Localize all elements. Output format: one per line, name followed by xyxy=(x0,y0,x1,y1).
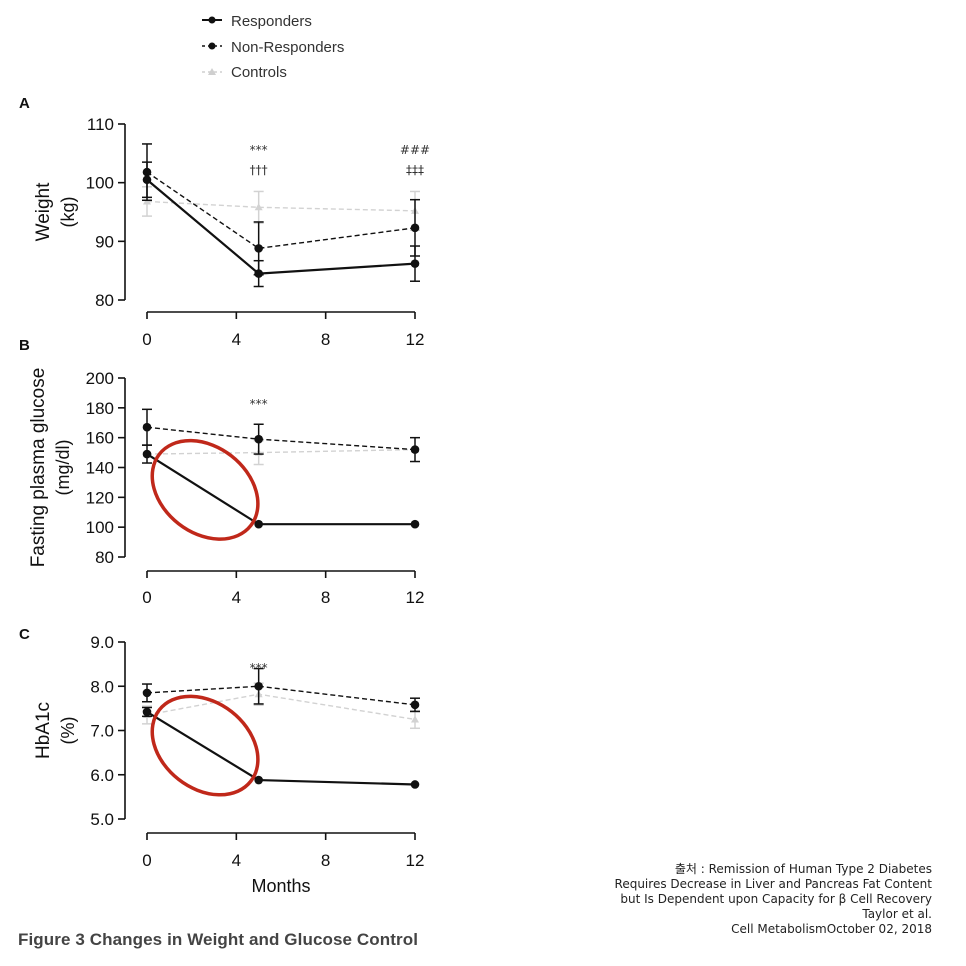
source-citation: 출처 : Remission of Human Type 2 Diabetes … xyxy=(615,862,932,937)
data-point-non-responders xyxy=(142,688,152,698)
highlight-ellipse xyxy=(150,438,260,541)
y-tick-label: 6.0 xyxy=(90,766,114,785)
y-tick-label: 140 xyxy=(86,459,114,478)
x-tick-label: 8 xyxy=(321,851,330,870)
y-tick-label: 80 xyxy=(95,548,114,567)
source-line: Requires Decrease in Liver and Pancreas … xyxy=(614,877,932,891)
series-line-non-responders xyxy=(146,685,416,706)
data-point-responders xyxy=(410,519,420,529)
x-tick-label: 12 xyxy=(406,330,425,349)
y-axis-title: Weight xyxy=(33,182,54,242)
data-point-non-responders xyxy=(254,681,263,691)
data-point-non-responders xyxy=(254,434,263,444)
x-tick-label: 4 xyxy=(232,588,241,607)
data-point-responders xyxy=(142,707,152,717)
x-tick-label: 4 xyxy=(232,851,241,870)
data-point-controls xyxy=(254,203,263,211)
x-tick-label: 12 xyxy=(406,851,425,870)
source-line: Taylor et al. xyxy=(862,907,932,921)
source-line: Cell MetabolismOctober 02, 2018 xyxy=(731,922,932,936)
legend-item-responders: Responders xyxy=(202,13,312,30)
panel-letter-b: B xyxy=(19,337,30,354)
x-tick-label: 0 xyxy=(142,330,151,349)
series-line-non-responders xyxy=(146,171,416,250)
significance-marker: ††† xyxy=(250,163,268,177)
significance-marker: *** xyxy=(250,661,268,675)
series-line-responders xyxy=(146,710,416,786)
x-tick-label: 8 xyxy=(321,588,330,607)
legend-label-responders: Responders xyxy=(231,13,312,30)
y-axis-unit: (kg) xyxy=(58,197,78,228)
y-axis-title: HbA1c xyxy=(33,702,54,759)
data-point-non-responders xyxy=(142,422,152,432)
data-point-non-responders xyxy=(410,223,420,233)
source-line: 출처 : Remission of Human Type 2 Diabetes xyxy=(674,862,932,876)
y-tick-label: 5.0 xyxy=(90,810,114,829)
y-tick-label: 9.0 xyxy=(90,633,114,652)
y-tick-label: 160 xyxy=(86,429,114,448)
x-tick-label: 12 xyxy=(406,588,425,607)
legend-item-non-responders: Non-Responders xyxy=(202,39,344,56)
series-line-controls xyxy=(146,200,416,212)
y-tick-label: 100 xyxy=(86,174,114,193)
source-line: but Is Dependent upon Capacity for β Cel… xyxy=(620,892,932,906)
y-tick-label: 120 xyxy=(86,488,114,507)
data-point-responders xyxy=(254,519,263,529)
y-tick-label: 80 xyxy=(95,291,114,310)
y-tick-label: 8.0 xyxy=(90,677,114,696)
panel-b-fasting-glucose: 80 100 120 140 160 180 200 0 4 8 12 Fasting plasma … xyxy=(28,368,424,607)
data-point-responders xyxy=(410,259,420,268)
series-line-non-responders xyxy=(146,426,416,451)
significance-marker: *** xyxy=(250,397,268,411)
data-point-non-responders xyxy=(410,445,420,454)
panel-letter-c: C xyxy=(19,626,30,643)
y-axis-unit: (%) xyxy=(58,717,78,745)
data-point-responders xyxy=(410,780,420,789)
data-point-controls xyxy=(411,715,419,723)
series-line-controls xyxy=(146,448,416,455)
data-point-responders xyxy=(142,449,152,459)
x-tick-label: 0 xyxy=(142,588,151,607)
significance-marker: ### xyxy=(400,143,430,157)
panel-letter-a: A xyxy=(19,95,30,112)
legend-label-controls: Controls xyxy=(231,64,287,81)
series-line-responders xyxy=(146,178,416,275)
panel-c-hba1c: 5.0 6.0 7.0 8.0 9.0 0 4 8 12 HbA1c (%) *** xyxy=(33,633,424,870)
significance-marker: *** xyxy=(250,143,268,157)
legend-label-non-responders: Non-Responders xyxy=(231,39,344,56)
y-tick-label: 110 xyxy=(87,115,114,134)
significance-marker: ‡‡‡ xyxy=(406,163,424,177)
y-tick-label: 90 xyxy=(95,232,114,251)
legend: Responders Non-Responders Controls xyxy=(202,13,344,81)
figure-caption: Figure 3 Changes in Weight and Glucose C… xyxy=(18,930,419,949)
y-axis-unit: (mg/dl) xyxy=(53,439,73,495)
x-tick-label: 8 xyxy=(321,330,330,349)
y-tick-label: 180 xyxy=(86,399,114,418)
data-point-responders xyxy=(254,775,263,785)
x-tick-label: 0 xyxy=(142,851,151,870)
series-line-responders xyxy=(146,453,415,526)
data-point-responders xyxy=(254,269,263,278)
data-point-non-responders xyxy=(254,244,263,253)
panel-a-weight: 80 90 100 110 0 4 8 12 Weight (kg) *** ††† ### ‡‡‡ xyxy=(33,115,430,349)
y-tick-label: 100 xyxy=(86,518,114,537)
highlight-ellipse xyxy=(150,694,260,797)
x-axis-label-months: Months xyxy=(251,876,310,896)
x-tick-label: 4 xyxy=(232,330,241,349)
y-axis-title: Fasting plasma glucose xyxy=(28,368,49,568)
data-point-responders xyxy=(142,175,152,185)
y-tick-label: 7.0 xyxy=(90,722,114,741)
y-tick-label: 200 xyxy=(86,369,114,388)
data-point-non-responders xyxy=(410,700,420,710)
legend-item-controls: Controls xyxy=(202,64,287,81)
